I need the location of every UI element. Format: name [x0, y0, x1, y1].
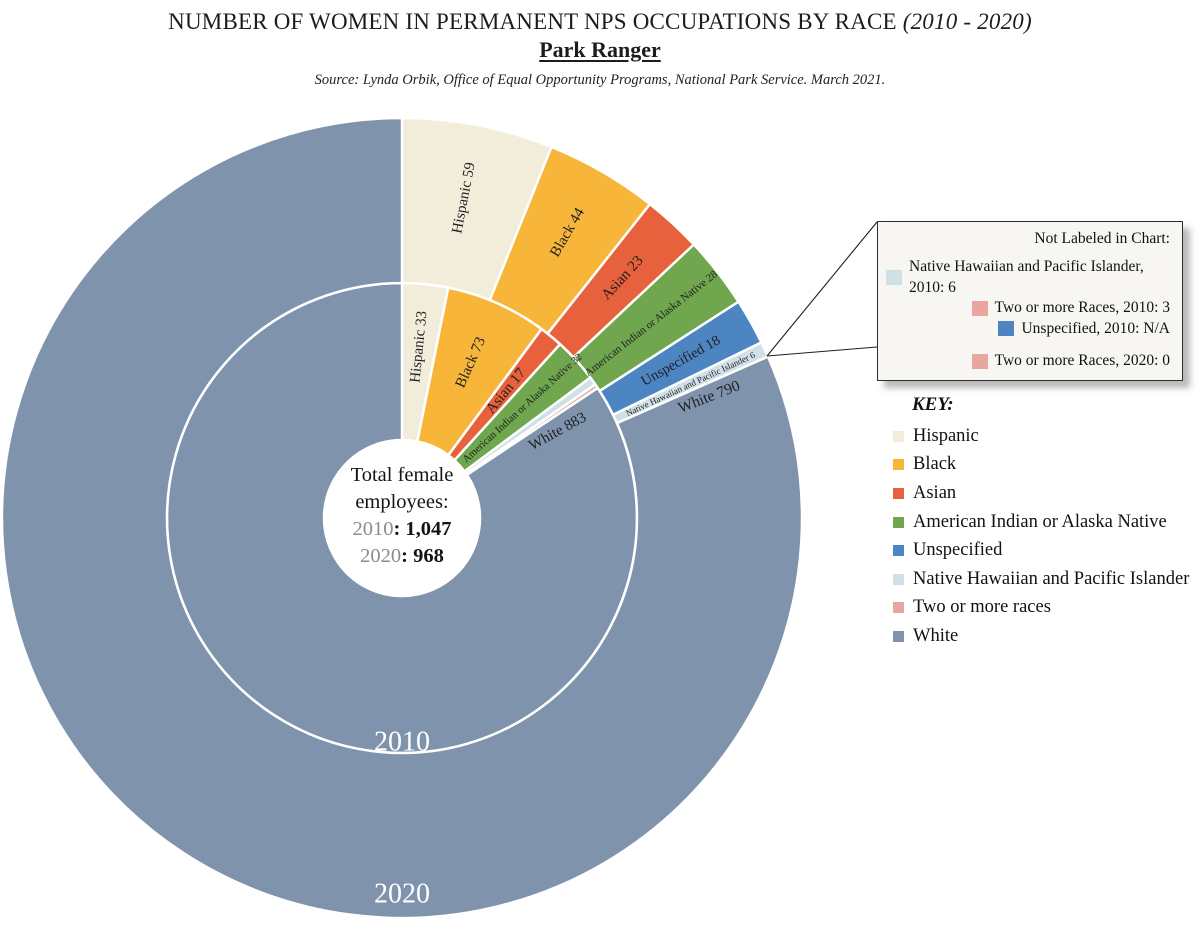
key-item-label: White: [913, 625, 959, 646]
key-item-label: Two or more races: [913, 597, 1051, 618]
key-item-label: Unspecified: [913, 540, 1003, 561]
key-item-label: Hispanic: [913, 425, 979, 446]
american_indian-swatch-icon: [893, 516, 904, 528]
segment-label-2010-hispanic: Hispanic 33: [407, 310, 430, 383]
key-item-asian: Asian: [893, 479, 1189, 508]
callout-item-unspecified-2010-n-a: Unspecified, 2010: N/A: [886, 319, 1170, 340]
page-title-period: (2010 - 2020): [902, 9, 1032, 34]
key-legend: KEY: Hispanic Black Asian American Indian o…: [893, 394, 1189, 651]
callout-leader-line-1: [766, 221, 878, 357]
center-total-label: Total female employees: 2010: 1,047 2020:…: [302, 462, 502, 570]
callout-item-label: Two or more Races, 2020: 0: [994, 352, 1170, 369]
callout-item-label: Unspecified, 2010: N/A: [1021, 319, 1170, 337]
center-total-value: : 968: [401, 544, 444, 567]
page-subtitle: Park Ranger: [539, 37, 661, 62]
key-item-white: White: [893, 622, 1189, 651]
key-item-two-or-more-races: Two or more races: [893, 594, 1189, 623]
key-item-native-hawaiian-and-pacific-islander: Native Hawaiian and Pacific Islander: [893, 565, 1189, 594]
center-total-value: : 1,047: [393, 517, 452, 540]
page-title: NUMBER OF WOMEN IN PERMANENT NPS OCCUPAT…: [0, 9, 1200, 35]
callout-item-two-or-more-races-2010-3: Two or more Races, 2010: 3: [886, 298, 1170, 319]
segment-2020-white: [0, 116, 804, 920]
callout-item-native-hawaiian-and-pacific-islander-2010-6: Native Hawaiian and Pacific Islander, 20…: [886, 257, 1170, 298]
white-swatch-icon: [893, 630, 904, 642]
key-item-label: Asian: [913, 482, 957, 503]
center-total-line2: employees:: [355, 490, 449, 513]
key-item-label: American Indian or Alaska Native: [913, 511, 1167, 532]
source-note: Source: Lynda Orbik, Office of Equal Opp…: [314, 72, 886, 88]
page-title-main: NUMBER OF WOMEN IN PERMANENT NPS OCCUPAT…: [168, 9, 897, 34]
unspecified-swatch-icon: [893, 545, 904, 557]
black-swatch-icon: [893, 459, 904, 471]
center-total-line1: Total female: [350, 463, 454, 486]
two_or_more-swatch-icon: [893, 602, 904, 614]
callout-title: Not Labeled in Chart:: [1034, 230, 1170, 247]
center-total-year: 2020: [360, 544, 402, 567]
unspecified-swatch-icon: [998, 321, 1015, 337]
two_or_more-swatch-icon: [971, 300, 988, 316]
asian-swatch-icon: [893, 487, 904, 499]
callout-item-two-or-more-races-2020-0: Two or more Races, 2020: 0: [886, 351, 1170, 372]
hispanic-swatch-icon: [893, 430, 904, 442]
callout-item-label: Two or more Races, 2010: 3: [994, 299, 1170, 316]
ring-year-label-2020: 2020: [374, 879, 430, 910]
key-item-label: Native Hawaiian and Pacific Islander: [913, 568, 1190, 589]
center-total-2010: 2010: 1,047: [302, 516, 502, 543]
callout-leader-line-2: [766, 346, 878, 357]
two_or_more-swatch-icon: [971, 353, 988, 369]
center-total-2020: 2020: 968: [302, 543, 502, 570]
center-total-year: 2010: [352, 517, 394, 540]
key-item-black: Black: [893, 451, 1189, 480]
callout-item-label: Native Hawaiian and Pacific Islander, 20…: [909, 258, 1144, 296]
key-item-unspecified: Unspecified: [893, 536, 1189, 565]
key-item-hispanic: Hispanic: [893, 422, 1189, 451]
native_hawaiian-swatch-icon: [893, 573, 904, 585]
key-item-american-indian-or-alaska-native: American Indian or Alaska Native: [893, 508, 1189, 537]
native_hawaiian-swatch-icon: [886, 270, 902, 285]
ring-year-label-2010: 2010: [374, 727, 430, 758]
callout-box: Not Labeled in Chart: Native Hawaiian an…: [877, 221, 1183, 381]
key-legend-title: KEY:: [912, 394, 954, 415]
key-item-label: Black: [913, 454, 957, 475]
